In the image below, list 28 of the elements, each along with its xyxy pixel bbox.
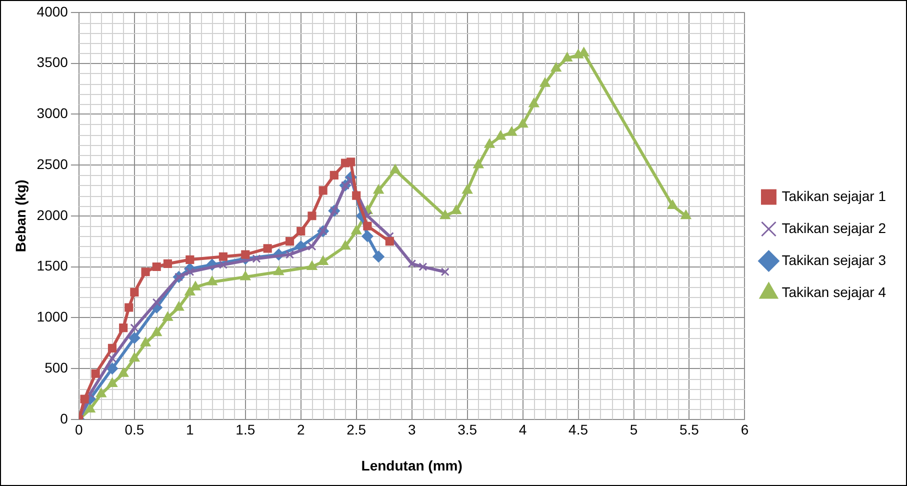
y-tick-label: 500: [44, 359, 68, 376]
x-tick-label: 4: [518, 422, 527, 438]
y-tick-label: 3500: [36, 54, 68, 70]
legend-label: Takikan sejajar 1: [782, 188, 886, 204]
y-tick-label: 3000: [36, 105, 68, 122]
x-tick-label: 5: [630, 422, 638, 438]
x-tick-label: 5.5: [680, 422, 700, 438]
x-tick-label: 1: [186, 422, 194, 438]
x-tick-label: 4.5: [568, 422, 588, 438]
x-tick-label: 3: [408, 422, 416, 438]
x-tick-label: 2: [296, 422, 305, 438]
y-tick-label: 1000: [36, 308, 68, 325]
legend-label: Takikan sejajar 2: [782, 220, 886, 236]
y-tick-label: 2500: [36, 156, 68, 172]
x-tick-label: 1.5: [236, 422, 256, 438]
x-tick-label: 6: [740, 422, 749, 438]
x-tick-label: 0: [75, 422, 84, 438]
y-tick-label: 1500: [36, 258, 68, 274]
y-tick-label: 4000: [36, 3, 68, 20]
x-axis-title: Lendutan (mm): [361, 457, 462, 474]
legend-label: Takikan sejajar 4: [782, 284, 886, 300]
x-tick-label: 3.5: [458, 422, 478, 438]
y-axis-title: Beban (kg): [12, 180, 28, 252]
y-tick-label: 2000: [36, 206, 68, 223]
x-tick-label: 2.5: [346, 422, 366, 438]
x-tick-label: 0.5: [124, 422, 144, 438]
y-tick-label: 0: [60, 410, 68, 426]
legend-label: Takikan sejajar 3: [782, 252, 886, 268]
